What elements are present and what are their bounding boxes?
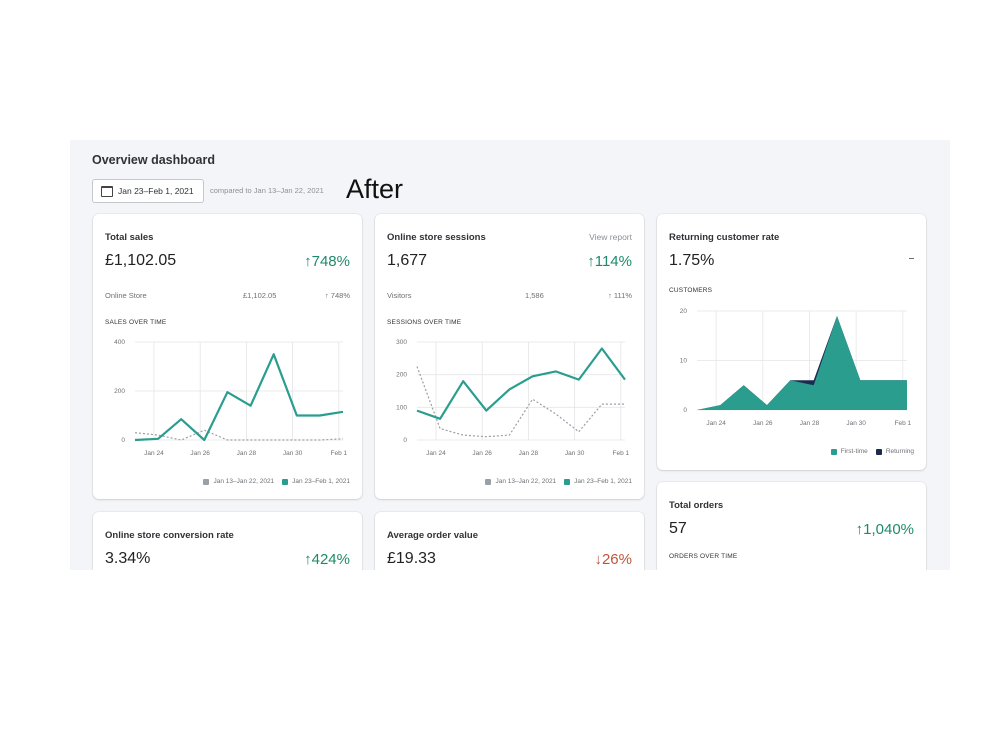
y-tick-label: 0: [403, 437, 407, 444]
card-title: Returning customer rate: [669, 232, 780, 243]
x-tick-label: Feb 1: [331, 450, 348, 457]
returning-customer-card[interactable]: Returning customer rate 1.75% CUSTOMERS …: [657, 214, 926, 470]
x-tick-label: Jan 30: [565, 450, 585, 457]
y-tick-label: 20: [680, 308, 688, 315]
page-title: Overview dashboard: [92, 153, 215, 167]
breakdown-label: Visitors: [387, 291, 412, 300]
x-tick-label: Jan 24: [706, 420, 726, 427]
y-tick-label: 10: [680, 358, 688, 365]
total-sales-card[interactable]: Total sales £1,102.05 ↑748% Online Store…: [93, 214, 362, 499]
breakdown-value: 1,586: [525, 291, 544, 300]
card-title: Average order value: [387, 530, 478, 541]
no-change-indicator: [909, 258, 914, 259]
sales-line-chart: 0 200 400 Jan 24 Jan 26 Jan 28 Jan 30 Feb 1: [114, 339, 348, 457]
view-report-link[interactable]: View report: [589, 232, 632, 242]
card-value: 1.75%: [669, 252, 715, 269]
series-line-previous: [134, 429, 344, 441]
date-range-label: Jan 23–Feb 1, 2021: [118, 186, 194, 196]
x-tick-label: Jan 30: [846, 420, 866, 427]
calendar-icon: [101, 185, 113, 197]
legend-first-time: First-time: [840, 448, 868, 455]
legend-current: Jan 23–Feb 1, 2021: [292, 478, 350, 485]
breakdown-value: £1,102.05: [243, 291, 277, 300]
legend-swatch-current: [282, 478, 289, 485]
legend-swatch-previous: [485, 478, 492, 485]
legend-swatch-current: [564, 478, 571, 485]
series-line-current: [134, 353, 344, 442]
conversion-rate-card[interactable]: Online store conversion rate 3.34% ↑424%: [93, 512, 362, 570]
chart-label: SALES OVER TIME: [105, 319, 167, 326]
total-orders-card[interactable]: Total orders 57 ↑1,040% ORDERS OVER TIME: [657, 482, 926, 570]
y-tick-label: 0: [121, 437, 125, 444]
sessions-card[interactable]: Online store sessions View report 1,677 …: [375, 214, 644, 499]
card-value: £19.33: [387, 550, 436, 567]
x-tick-label: Jan 26: [472, 450, 492, 457]
change-indicator: ↑1,040%: [855, 521, 914, 538]
x-tick-label: Jan 28: [519, 450, 539, 457]
card-title: Online store sessions: [387, 232, 486, 243]
change-indicator: ↑424%: [304, 551, 350, 568]
x-tick-label: Feb 1: [894, 420, 911, 427]
change-indicator: ↑748%: [304, 253, 350, 270]
breakdown-change: ↑ 748%: [324, 291, 350, 300]
customers-area-chart: 0 10 20 Jan 24 Jan 26 Jan 28 Jan 30 Feb 1: [680, 308, 912, 427]
card-value: 57: [669, 520, 687, 537]
y-tick-label: 300: [396, 339, 407, 346]
card-title: Total orders: [669, 500, 724, 511]
breakdown-change: ↑ 111%: [608, 291, 632, 300]
x-tick-label: Jan 24: [144, 450, 164, 457]
legend-previous: Jan 13–Jan 22, 2021: [213, 478, 275, 485]
breakdown-label: Online Store: [105, 291, 147, 300]
y-tick-label: 400: [114, 339, 125, 346]
chart-label: ORDERS OVER TIME: [669, 553, 738, 560]
x-tick-label: Jan 28: [237, 450, 257, 457]
chart-label: CUSTOMERS: [669, 287, 713, 294]
change-indicator: ↑114%: [587, 253, 632, 270]
chart-legend: Jan 13–Jan 22, 2021 Jan 23–Feb 1, 2021: [485, 478, 632, 485]
date-range-button[interactable]: Jan 23–Feb 1, 2021: [92, 179, 204, 203]
x-tick-label: Jan 26: [190, 450, 210, 457]
chart-legend: First-time Returning: [830, 448, 914, 455]
y-tick-label: 200: [396, 372, 407, 379]
y-tick-label: 100: [396, 404, 407, 411]
y-tick-label: 200: [114, 388, 125, 395]
legend-swatch-returning: [875, 448, 882, 455]
after-annotation: After: [346, 174, 404, 204]
x-tick-label: Jan 24: [426, 450, 446, 457]
legend-current: Jan 23–Feb 1, 2021: [574, 478, 632, 485]
chart-legend: Jan 13–Jan 22, 2021 Jan 23–Feb 1, 2021: [203, 478, 350, 485]
card-value: 1,677: [387, 252, 428, 269]
card-title: Online store conversion rate: [105, 530, 234, 541]
legend-swatch-previous: [203, 478, 210, 485]
x-tick-label: Jan 30: [283, 450, 303, 457]
y-tick-label: 0: [683, 407, 687, 414]
card-value: £1,102.05: [105, 252, 177, 269]
legend-swatch-first-time: [830, 448, 837, 455]
card-title: Total sales: [105, 232, 154, 243]
x-tick-label: Jan 26: [753, 420, 773, 427]
legend-returning: Returning: [885, 448, 914, 455]
sessions-line-chart: 0 100 200 300 Jan 24 Jan 26 Jan 28 Jan 30 Feb 1: [396, 339, 630, 457]
x-tick-label: Jan 28: [800, 420, 820, 427]
x-tick-label: Feb 1: [613, 450, 630, 457]
dashboard-panel: Overview dashboard Jan 23–Feb 1, 2021 co…: [70, 140, 950, 570]
average-order-value-card[interactable]: Average order value £19.33 ↓26%: [375, 512, 644, 570]
series-line-previous: [416, 366, 625, 438]
area-first-time: [697, 316, 907, 410]
legend-previous: Jan 13–Jan 22, 2021: [495, 478, 557, 485]
card-value: 3.34%: [105, 550, 151, 567]
chart-label: SESSIONS OVER TIME: [387, 319, 462, 326]
series-line-current: [416, 347, 626, 420]
change-indicator: ↓26%: [594, 551, 632, 568]
comparison-text: compared to Jan 13–Jan 22, 2021: [210, 186, 324, 195]
